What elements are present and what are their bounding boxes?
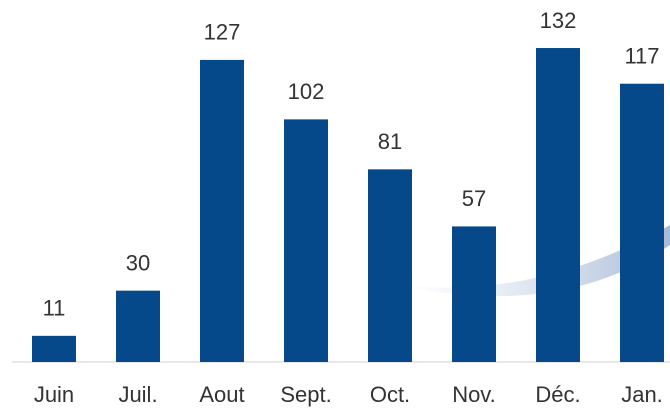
value-label: 117 xyxy=(624,44,659,69)
value-label: 81 xyxy=(378,129,402,154)
value-label: 30 xyxy=(126,250,150,275)
value-label: 102 xyxy=(288,79,325,104)
x-tick-label: Oct. xyxy=(370,382,410,407)
x-tick-label: Déc. xyxy=(535,382,580,407)
x-tick-label: Juil. xyxy=(118,382,157,407)
x-tick-label: Jan. xyxy=(621,382,663,407)
bar xyxy=(200,59,244,363)
value-label: 11 xyxy=(43,296,66,321)
bar xyxy=(620,83,664,362)
x-tick-label: Juin xyxy=(34,382,74,407)
value-label: 132 xyxy=(540,8,577,33)
x-tick-label: Aout xyxy=(199,382,244,407)
x-tick-label: Sept. xyxy=(280,382,331,407)
value-label: 57 xyxy=(462,186,486,211)
bar xyxy=(116,290,160,362)
bar xyxy=(452,226,496,362)
bar xyxy=(536,48,580,363)
bar xyxy=(368,169,412,362)
x-tick-label: Nov. xyxy=(452,382,496,407)
bar xyxy=(284,119,328,362)
bar xyxy=(32,335,76,362)
decoration xyxy=(400,225,670,297)
value-label: 127 xyxy=(204,20,241,45)
